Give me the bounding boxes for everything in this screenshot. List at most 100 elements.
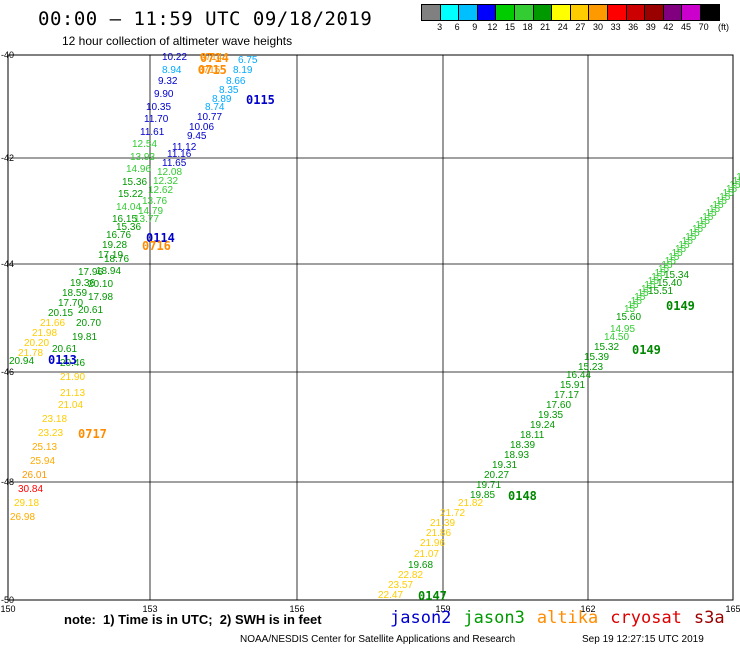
wave-height-value: 18.39 [510, 440, 535, 451]
page-title: 00:00 – 11:59 UTC 09/18/2019 [38, 8, 373, 30]
track-mark: 15 [682, 236, 694, 247]
wave-height-value: 18.93 [504, 450, 529, 461]
wave-height-value: 16.15 [112, 214, 137, 225]
color-scale-labels: 3 6 9 12 15 18 21 24 27 30 33 36 39 42 45 70 [422, 22, 740, 34]
wave-height-value: 17.60 [546, 400, 571, 411]
color-scale-label: 30 [592, 22, 604, 32]
wave-height-value: 15.39 [584, 352, 609, 363]
track-mark: 15 [672, 248, 684, 259]
wave-height-value: 17.17 [554, 390, 579, 401]
longitude-label: 156 [289, 604, 304, 614]
wave-height-value: 13.76 [142, 196, 167, 207]
wave-height-value: 18.59 [62, 288, 87, 299]
color-scale-label: 6 [454, 22, 460, 32]
wave-height-value: 10.35 [146, 102, 171, 113]
wave-height-value: 13.93 [130, 152, 155, 163]
wave-height-value: 21.98 [32, 328, 57, 339]
wave-height-value: 15.60 [616, 312, 641, 323]
track-mark: 15 [719, 192, 731, 203]
map-frame [7, 54, 734, 601]
track-mark: 15 [675, 244, 687, 255]
wave-height-value: 17.70 [58, 298, 83, 309]
wave-height-value: 26.01 [22, 470, 47, 481]
wave-height-value: 18.94 [96, 266, 121, 277]
track-mark: 15 [678, 240, 690, 251]
track-mark: 15.34 [664, 270, 689, 281]
wave-height-value: 8.89 [212, 94, 232, 105]
legend-jason3: jason3 [463, 608, 525, 628]
wave-height-value: 20.27 [484, 470, 509, 481]
wave-height-value: 23.57 [388, 580, 413, 591]
wave-height-value: 15.36 [122, 177, 147, 188]
legend-s3a: s3a [693, 608, 725, 628]
track-mark: 15 [668, 252, 680, 263]
wave-height-value: 14.50 [604, 332, 629, 343]
color-scale-label: 21 [540, 22, 551, 32]
color-scale-label: 27 [575, 22, 586, 32]
color-scale-label: 18 [522, 22, 533, 32]
wave-height-value: 12.54 [132, 139, 157, 150]
track-mark: 15 [648, 276, 660, 287]
wave-height-value: 11.16 [167, 149, 192, 160]
wave-height-value: 12.08 [157, 167, 182, 178]
track-mark: 15 [651, 272, 663, 283]
track-mark: 15 [726, 184, 738, 195]
latitude-label: -44 [1, 259, 14, 269]
legend-cryosat: cryosat [610, 608, 682, 628]
wave-height-value: 19.28 [102, 240, 127, 251]
color-scale-bar [421, 4, 720, 21]
wave-height-value: 8.66 [226, 76, 246, 87]
generation-timestamp: Sep 19 12:27:15 UTC 2019 [582, 634, 704, 645]
wave-height-value: 0715 [198, 65, 221, 76]
wave-height-value: 20.15 [48, 308, 73, 319]
latitude-label: -46 [1, 367, 14, 377]
track-mark: 15 [723, 188, 735, 199]
track-mark: 15.40 [657, 278, 682, 289]
color-scale-label: 9 [472, 22, 478, 32]
color-swatch [699, 4, 720, 21]
wave-height-value: 17.96 [78, 267, 103, 278]
track-mark: 15 [699, 216, 711, 227]
legend-jason2: jason2 [390, 608, 452, 628]
credit-line: NOAA/NESDIS Center for Satellite Applica… [240, 634, 516, 645]
track-mark: 15 [709, 204, 721, 215]
color-scale-unit: (ft) [718, 22, 729, 32]
wave-height-value: 22.82 [398, 570, 423, 581]
footer-note: note: 1) Time is in UTC; 2) SWH is in fe… [64, 612, 322, 627]
track-mark: 15 [729, 180, 740, 191]
track-mark: 15 [702, 212, 714, 223]
pass-label: 0149 [632, 343, 661, 357]
pass-label: 0149 [666, 299, 695, 313]
pass-label: 0716 [142, 239, 171, 253]
wave-height-value: 12.62 [148, 185, 173, 196]
track-mark: 15 [638, 288, 650, 299]
pass-label: 0714 [200, 51, 229, 65]
wave-height-value: 8.35 [219, 85, 239, 96]
pass-label: 0717 [78, 427, 107, 441]
wave-height-value: 26.98 [10, 512, 35, 523]
wave-height-value: 19.31 [492, 460, 517, 471]
track-mark: 15 [627, 300, 639, 311]
wave-height-value: 9.45 [187, 131, 207, 142]
wave-height-value: 10.22 [162, 52, 187, 63]
latitude-label: -42 [1, 153, 14, 163]
wave-height-value: 21.13 [60, 388, 85, 399]
track-mark: 15.51 [648, 286, 673, 297]
wave-height-value: 21.90 [60, 372, 85, 383]
wave-height-value: 21.86 [426, 528, 451, 539]
wave-height-value: 21.96 [420, 538, 445, 549]
track-mark: 15 [695, 220, 707, 231]
wave-height-value: 23.18 [42, 414, 67, 425]
wave-height-value: 11.70 [144, 114, 169, 125]
wave-height-value: 21.82 [458, 498, 483, 509]
wave-height-value: 8.19 [233, 65, 253, 76]
wave-height-value: 15.32 [594, 342, 619, 353]
wave-height-value: 16.44 [566, 370, 591, 381]
wave-height-value: 19.24 [530, 420, 555, 431]
wave-height-value: 10.77 [197, 112, 222, 123]
wave-height-value: 21.04 [58, 400, 83, 411]
latitude-label: -40 [1, 50, 14, 60]
wave-height-value: 21.07 [414, 549, 439, 560]
pass-label: 0148 [508, 489, 537, 503]
